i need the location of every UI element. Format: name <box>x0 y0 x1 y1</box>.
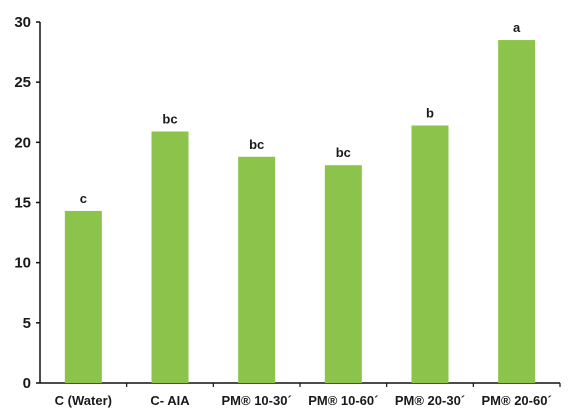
category-label-1: C- AIA <box>150 393 190 408</box>
significance-label-3: bc <box>336 145 351 160</box>
significance-label-4: b <box>426 105 434 120</box>
y-tick-label-6: 30 <box>14 14 31 31</box>
category-labels: C (Water) C- AIA PM® 10-30´ PM® 10-60´ PM® 2… <box>55 393 552 408</box>
y-tick-label-0: 0 <box>23 375 31 392</box>
category-label-3: PM® 10-60´ <box>308 393 378 408</box>
bar-4 <box>411 125 449 383</box>
significance-label-0: c <box>80 191 87 206</box>
bar-3 <box>324 165 362 383</box>
y-tick-label-1: 5 <box>23 315 31 332</box>
y-tick-label-5: 25 <box>14 74 31 91</box>
category-label-5: PM® 20-60´ <box>482 393 552 408</box>
bar-0 <box>64 210 102 383</box>
significance-label-1: bc <box>162 112 177 127</box>
axes <box>36 21 561 387</box>
y-tick-label-4: 20 <box>14 134 31 151</box>
bars <box>64 40 536 384</box>
significance-label-5: a <box>513 20 521 35</box>
bar-2 <box>238 156 276 383</box>
y-tick-labels: 0 5 10 15 20 25 30 <box>14 14 31 392</box>
y-tick-label-3: 15 <box>14 195 31 212</box>
category-label-2: PM® 10-30´ <box>222 393 292 408</box>
category-label-0: C (Water) <box>55 393 112 408</box>
significance-label-2: bc <box>249 137 264 152</box>
category-label-4: PM® 20-30´ <box>395 393 465 408</box>
bar-5 <box>498 40 536 384</box>
y-tick-label-2: 10 <box>14 255 31 272</box>
bar-1 <box>151 131 189 383</box>
significance-labels: c bc bc bc b a <box>80 20 521 206</box>
